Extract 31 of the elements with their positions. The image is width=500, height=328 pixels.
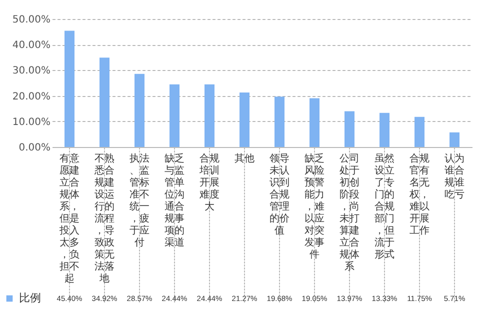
y-tick-label: 50.00% bbox=[12, 14, 50, 26]
x-tick-label: 其他 bbox=[234, 152, 254, 164]
bar bbox=[204, 84, 214, 147]
category-label: 公司处于初创阶段，尚未打算建立合规体系 bbox=[340, 154, 360, 272]
bar bbox=[450, 132, 460, 147]
x-tick-label: 认为谁合规谁吃亏 bbox=[444, 152, 464, 200]
bar bbox=[310, 98, 320, 147]
x-tick-label: 合规培训开展难度大 bbox=[198, 152, 220, 212]
y-tick-label: 0.00% bbox=[18, 142, 50, 154]
x-tick-label: 缺乏与监管单位沟通合规事项的渠道 bbox=[164, 152, 184, 248]
bar bbox=[274, 96, 284, 147]
bar bbox=[380, 112, 390, 147]
bar bbox=[100, 58, 110, 147]
category-label: 不熟悉合规建设运行的流程，导致政策无法落地 bbox=[94, 154, 114, 284]
legend-label: 比例 bbox=[19, 292, 41, 304]
bar bbox=[240, 92, 250, 147]
y-tick-label: 10.00% bbox=[12, 116, 50, 128]
y-tick-label: 40.00% bbox=[12, 40, 50, 52]
y-tick-label: 20.00% bbox=[12, 91, 50, 102]
category-label: 缺乏风险预警能力，难以应对突发事件 bbox=[304, 154, 324, 260]
x-tick-label: 合规官有名无权，难以开展工作 bbox=[408, 152, 430, 236]
y-tick-label: 30.00% bbox=[12, 66, 50, 77]
bar bbox=[64, 30, 74, 147]
bar bbox=[344, 111, 354, 147]
bar bbox=[414, 116, 424, 147]
category-label: 虽然设立了专门的合规部门，但流于形式 bbox=[374, 154, 394, 260]
x-tick-label: 执法、监管标准不统一，疲于应付 bbox=[130, 152, 150, 248]
bar bbox=[134, 74, 144, 147]
category-label: 有意愿建立合规体系，但是投入太多，负担不起 bbox=[60, 154, 80, 284]
x-tick-label: 领导未认识到合规管理的价值 bbox=[270, 152, 290, 236]
bar bbox=[170, 84, 180, 147]
